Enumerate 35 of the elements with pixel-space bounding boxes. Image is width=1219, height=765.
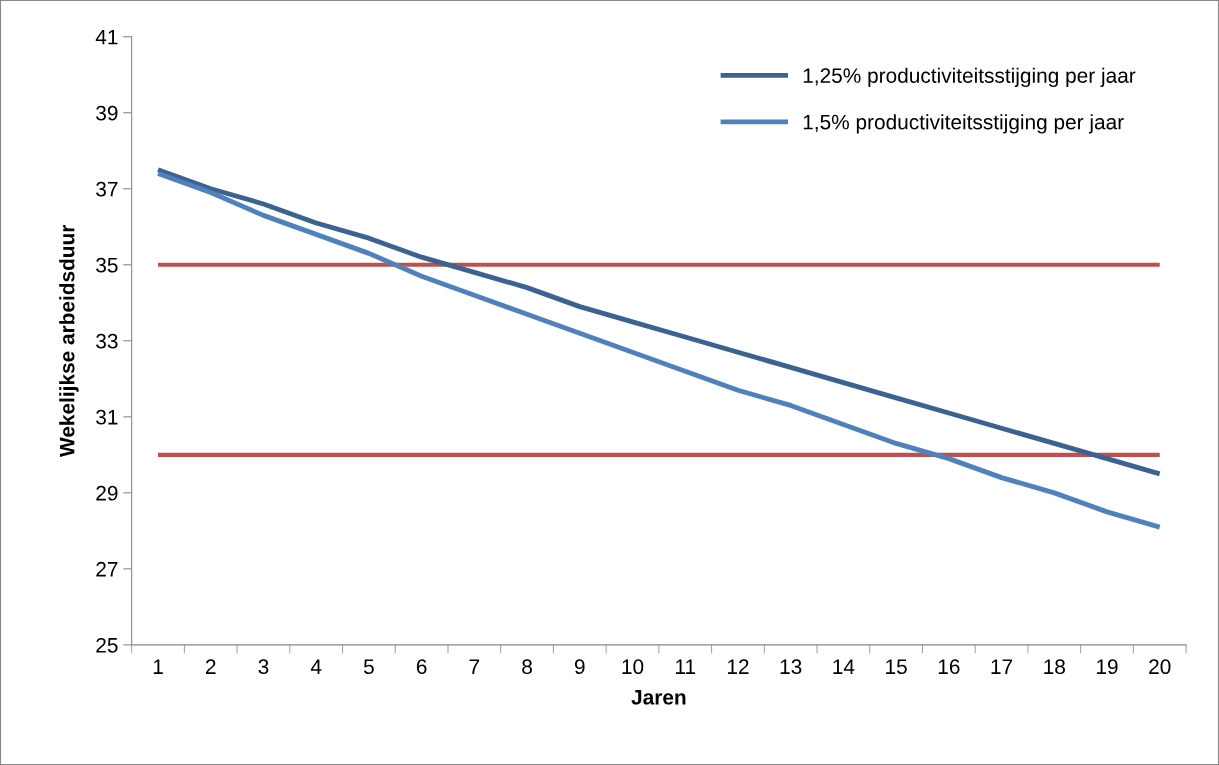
x-tick-label: 15	[886, 659, 907, 675]
x-tick-label: 8	[522, 659, 532, 675]
x-tick-label: 6	[416, 659, 427, 675]
legend-label: 1,25% productiviteitsstijging per jaar	[803, 67, 1136, 88]
x-tick-label: 11	[676, 659, 696, 674]
x-tick-label: 13	[780, 659, 802, 675]
x-tick-label: 20	[1149, 659, 1171, 675]
x-tick-label: 5	[363, 659, 374, 675]
x-tick-label: 2	[205, 659, 216, 674]
line-series	[155, 167, 1163, 477]
x-tick-label: 17	[991, 659, 1013, 674]
y-tick-label: 25	[96, 637, 118, 653]
x-tick-label: 16	[938, 659, 960, 675]
x-tick-label: 18	[1044, 659, 1065, 675]
y-tick-label: 31	[96, 409, 118, 425]
y-tick-label: 41	[95, 29, 118, 45]
line-series	[155, 171, 1163, 530]
y-tick-label: 39	[96, 105, 118, 121]
x-tick-label: 3	[258, 659, 269, 675]
y-tick-label: 27	[96, 561, 118, 577]
y-tick-label: 35	[96, 257, 118, 273]
x-tick-label: 10	[622, 659, 644, 675]
x-tick-label: 14	[833, 659, 855, 674]
y-tick-label: 37	[96, 181, 118, 197]
x-tick-label: 9	[574, 659, 585, 675]
x-tick-label: 19	[1097, 659, 1118, 675]
y-axis-title: Wekelijkse arbeidsduur	[59, 224, 79, 457]
x-tick-label: 4	[310, 659, 322, 674]
legend-label: 1,5% productiviteitsstijging per jaar	[803, 114, 1124, 134]
y-tick-label: 29	[96, 485, 118, 501]
x-axis-title: Jaren	[631, 690, 686, 705]
x-tick-label: 12	[727, 659, 749, 674]
x-tick-label: 7	[469, 659, 480, 674]
y-tick-label: 33	[96, 333, 118, 349]
x-tick-label: 1	[153, 659, 163, 674]
